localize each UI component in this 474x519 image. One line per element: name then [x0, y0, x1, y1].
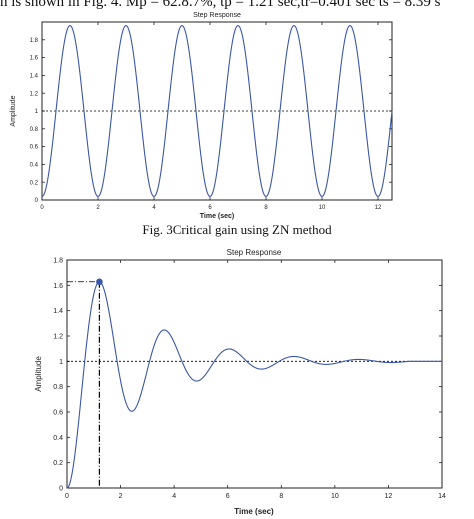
x-tick-label: 6	[226, 493, 230, 500]
y-tick-label: 1.4	[53, 308, 63, 315]
response-curve	[41, 24, 393, 198]
oscillation-chart: Step Response Time (sec) Amplitude 0 2 4 6 8…	[10, 12, 393, 220]
x-tick-label: 14	[438, 493, 446, 500]
y-tick-label: 1.6	[53, 283, 63, 290]
y-tick-label: 0	[35, 198, 39, 204]
plot-area	[66, 259, 443, 489]
y-tick-label: 1	[35, 109, 39, 115]
figure-caption: Fig. 3Critical gain using ZN method	[142, 222, 332, 237]
x-tick-label: 4	[152, 205, 156, 211]
x-tick-label: 2	[96, 205, 100, 211]
x-tick-label: 12	[375, 205, 382, 211]
x-tick-label: 12	[385, 493, 393, 500]
y-tick-label: 1.2	[53, 333, 63, 340]
chart-title: Step Response	[227, 248, 282, 257]
x-tick-label: 2	[119, 493, 123, 500]
y-tick-label: 0.4	[30, 163, 39, 169]
x-axis-label: Time (sec)	[234, 507, 274, 516]
y-axis-label: Amplitude	[10, 95, 17, 126]
y-tick-label: 0.8	[30, 127, 39, 133]
y-tick-label: 0.6	[30, 145, 39, 151]
x-tick-label: 8	[279, 493, 283, 500]
header-text: n is shown in Fig. 4. Mp = 62.8.7%, tp =…	[0, 0, 441, 10]
x-tick-label: 10	[331, 493, 339, 500]
y-tick-label: 0.2	[30, 180, 39, 186]
y-tick-label: 1.2	[30, 91, 39, 97]
y-tick-label: 1	[59, 359, 63, 366]
x-tick-label: 8	[264, 205, 268, 211]
peak-marker	[96, 278, 103, 286]
x-tick-label: 0	[65, 493, 69, 500]
y-tick-label: 1.8	[30, 38, 39, 44]
x-axis-label: Time (sec)	[200, 213, 235, 220]
x-tick-label: 6	[208, 205, 212, 211]
x-tick-label: 0	[40, 205, 44, 211]
response-curve	[66, 281, 442, 489]
y-tick-label: 0	[59, 485, 63, 492]
y-tick-label: 0.2	[53, 460, 63, 467]
y-tick-label: 0.8	[53, 384, 63, 391]
y-tick-label: 1.8	[53, 257, 63, 264]
y-tick-label: 1.6	[30, 56, 39, 62]
y-tick-label: 1.4	[30, 74, 39, 80]
y-tick-label: 0.6	[53, 409, 63, 416]
chart-title: Step Response	[193, 12, 241, 19]
x-tick-label: 10	[319, 205, 326, 211]
y-tick-label: 0.4	[53, 435, 63, 442]
step-response-chart: Step Response Time (sec) Amplitude 0 2 4 6 8…	[34, 248, 446, 516]
y-axis-label: Amplitude	[34, 356, 43, 392]
x-tick-label: 4	[172, 493, 176, 500]
